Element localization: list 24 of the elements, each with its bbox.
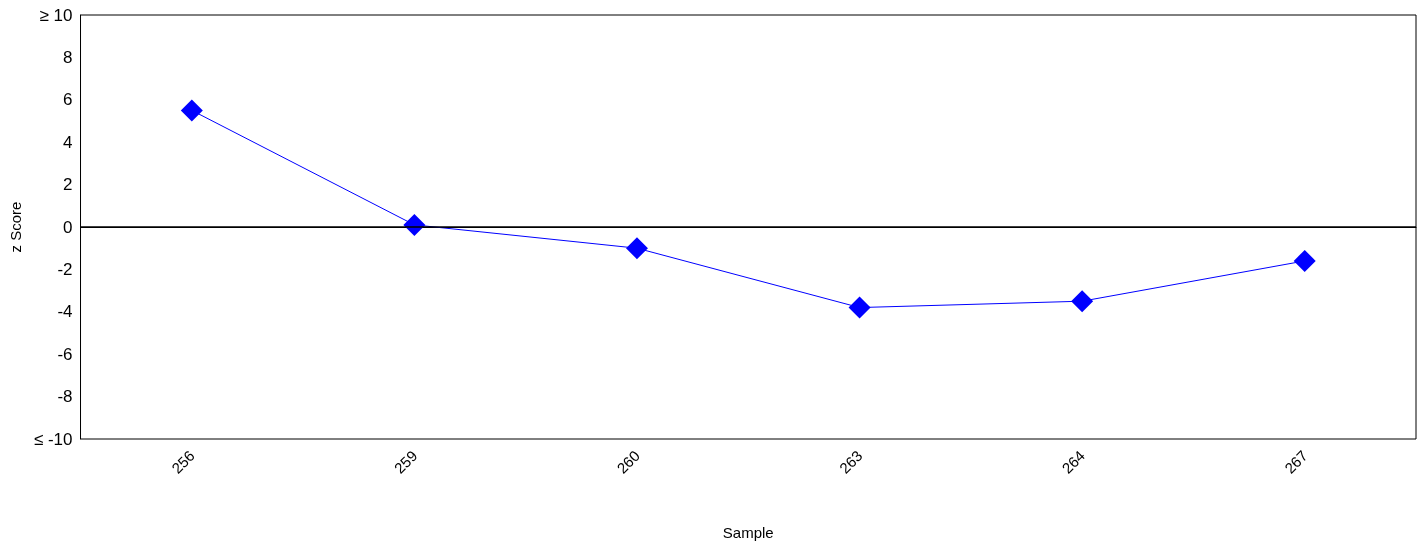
x-tick-label: 264 [1058, 446, 1089, 477]
y-tick-label: ≤ -10 [33, 429, 73, 449]
point [1293, 249, 1316, 272]
y-tick-label: -4 [57, 302, 73, 322]
y-tick-label: -6 [57, 344, 73, 364]
y-tick-label: -8 [57, 387, 73, 407]
point [1071, 290, 1094, 313]
point [180, 99, 203, 122]
x-tick-label: 260 [613, 446, 643, 477]
y-tick-label: 8 [63, 47, 73, 67]
y-axis-title: z Score [7, 201, 24, 253]
y-tick-label: -2 [57, 259, 73, 279]
y-tick-label: 0 [63, 217, 73, 237]
x-tick-label: 256 [168, 446, 198, 477]
x-tick-label: 267 [1281, 446, 1311, 477]
x-tick-label: 259 [390, 446, 421, 477]
y-tick-label: 6 [63, 90, 73, 110]
x-tick-label: 263 [835, 446, 866, 477]
point [625, 237, 648, 260]
y-tick-label: 4 [63, 132, 73, 152]
y-tick-label: 2 [63, 175, 73, 195]
y-tick-label: ≥ 10 [39, 5, 73, 25]
point [848, 296, 871, 319]
x-axis-title: Sample [722, 524, 774, 541]
